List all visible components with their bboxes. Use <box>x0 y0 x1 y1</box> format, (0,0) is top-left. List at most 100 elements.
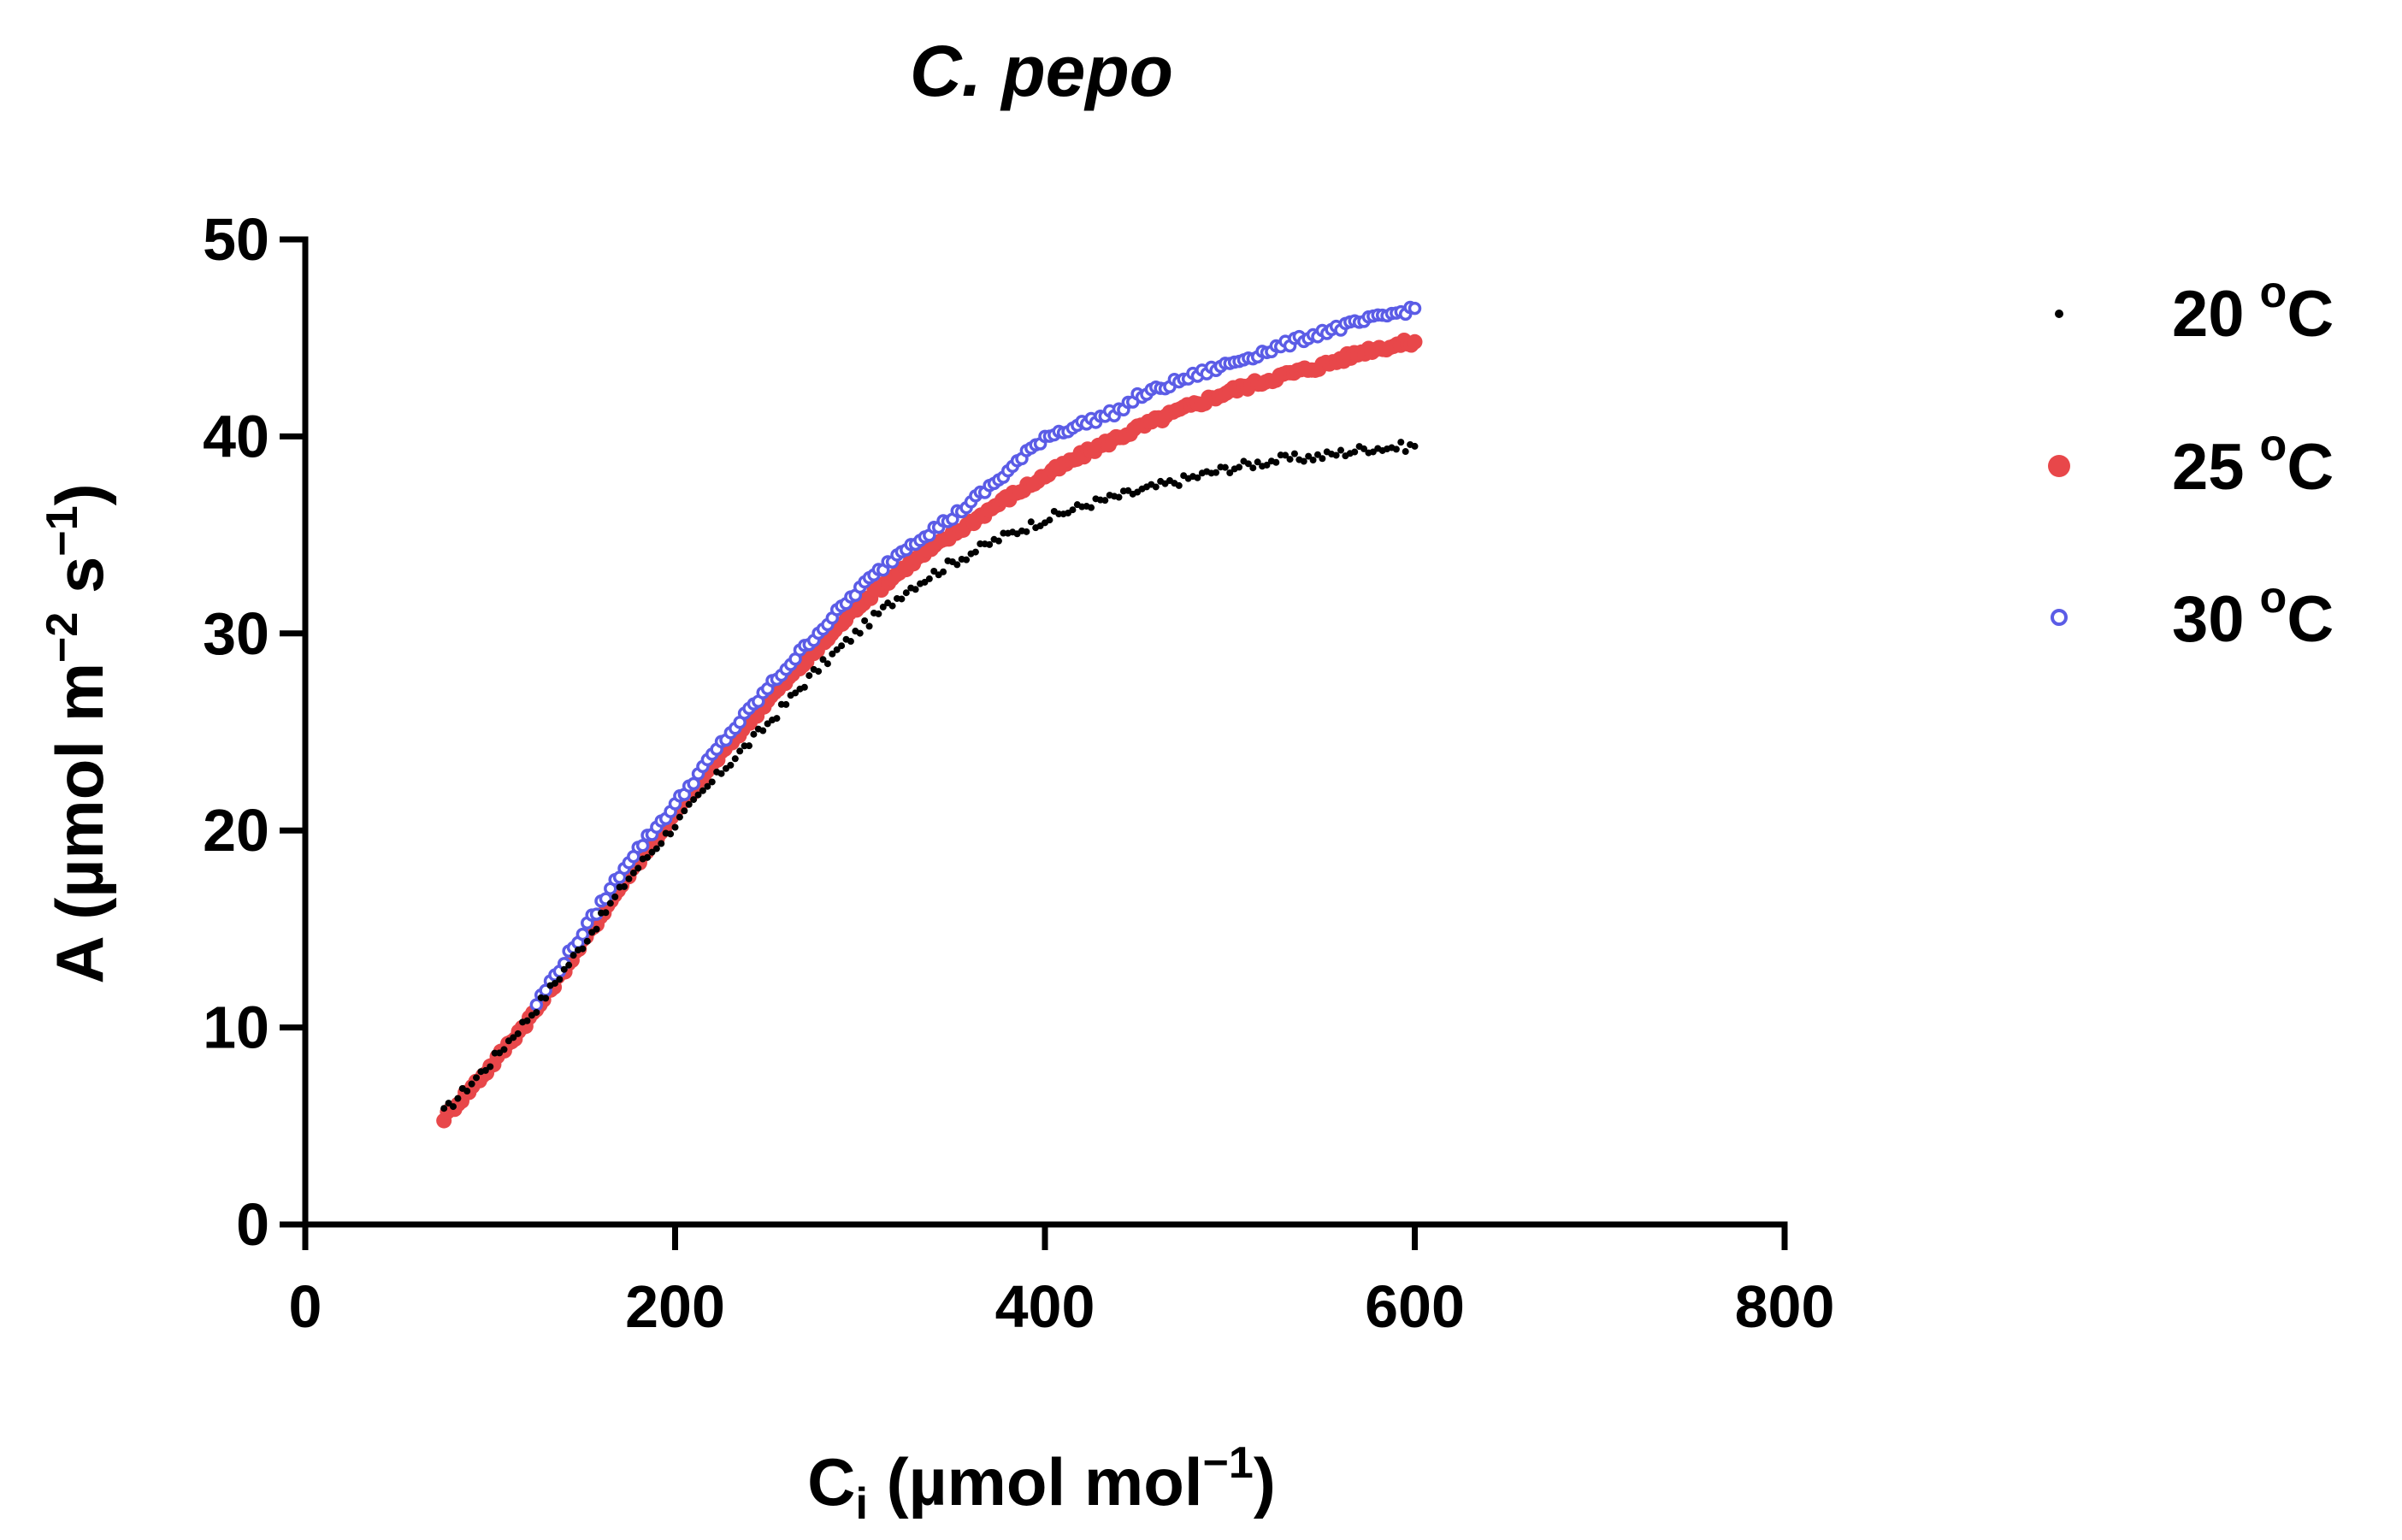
point-20-28 <box>570 952 577 959</box>
point-20-63 <box>731 755 739 763</box>
y-axis-label: A (µmol m−2 s−1) <box>38 483 117 983</box>
point-20-5 <box>463 1088 471 1095</box>
point-20-30 <box>579 945 587 953</box>
point-20-31 <box>583 937 591 945</box>
point-20-76 <box>792 689 800 697</box>
axes: 0 10 20 30 40 50 0 200 400 600 800 <box>203 206 1834 1340</box>
point-20-20 <box>533 1008 540 1016</box>
y-tick-label-40: 40 <box>203 403 269 469</box>
x-axis-label-unit-suffix: ) <box>1254 1444 1276 1519</box>
point-20-197 <box>1351 448 1359 456</box>
point-20-18 <box>523 1017 531 1024</box>
x-tick-label-800: 800 <box>1735 1273 1835 1340</box>
point-20-199 <box>1360 445 1368 452</box>
y-tick-label-0: 0 <box>236 1191 269 1258</box>
point-20-146 <box>1115 493 1123 501</box>
point-20-167 <box>1213 469 1220 476</box>
point-20-9 <box>481 1066 489 1074</box>
point-20-3 <box>454 1095 462 1102</box>
point-20-207 <box>1397 439 1405 446</box>
point-30-23 <box>635 839 650 853</box>
series-30 <box>529 300 1422 1012</box>
point-20-2 <box>450 1103 457 1111</box>
point-20-102 <box>912 586 919 593</box>
x-axis-label-main: C <box>807 1444 855 1519</box>
point-20-97 <box>888 602 896 610</box>
point-20-127 <box>1027 518 1035 526</box>
point-20-0 <box>440 1105 448 1112</box>
point-20-24 <box>551 979 558 987</box>
point-20-78 <box>800 683 808 691</box>
point-20-70 <box>764 720 771 728</box>
point-20-22 <box>542 994 550 1002</box>
point-20-118 <box>986 540 994 548</box>
chart-title: C. pepo <box>910 31 1173 111</box>
legend-label-20-unit: C <box>2287 278 2334 351</box>
legend-marker-25 <box>2048 455 2070 477</box>
x-axis-label-unit-prefix: (µmol mol <box>868 1444 1203 1519</box>
point-20-100 <box>902 589 910 597</box>
y-axis-label-mid: s <box>42 557 117 612</box>
series-layer <box>436 300 1423 1129</box>
point-20-56 <box>699 787 706 794</box>
legend-label-25: 25 oC <box>2172 421 2334 504</box>
point-20-10 <box>487 1063 494 1071</box>
x-axis-label-sub: i <box>856 1479 868 1529</box>
point-20-175 <box>1249 464 1257 472</box>
point-20-81 <box>815 668 823 676</box>
point-30-10 <box>575 927 590 941</box>
series-25 <box>436 332 1423 1129</box>
point-20-7 <box>473 1074 481 1082</box>
y-axis-label-exp2: −1 <box>38 505 87 556</box>
legend-label-30-deg: o <box>2260 573 2287 622</box>
y-ticks: 0 10 20 30 40 50 <box>203 206 305 1258</box>
y-tick-label-10: 10 <box>203 994 269 1061</box>
legend: 20 oC 25 oC 30 oC <box>2048 268 2334 656</box>
point-20-210 <box>1411 442 1419 450</box>
point-20-74 <box>782 700 790 708</box>
legend-label-25-deg: o <box>2260 421 2287 470</box>
point-20-170 <box>1226 469 1234 477</box>
point-20-45 <box>648 848 656 856</box>
point-20-83 <box>823 660 831 668</box>
point-20-46 <box>652 845 660 853</box>
point-20-64 <box>736 747 744 755</box>
x-tick-label-400: 400 <box>995 1273 1095 1340</box>
x-tick-label-600: 600 <box>1365 1273 1465 1340</box>
point-20-67 <box>750 730 758 738</box>
legend-label-20: 20 oC <box>2172 268 2334 351</box>
point-20-143 <box>1101 497 1109 504</box>
point-20-163 <box>1194 474 1201 481</box>
x-axis-label: Ci (µmol mol−1) <box>807 1438 1276 1529</box>
legend-label-25-num: 25 <box>2172 431 2245 504</box>
point-20-111 <box>953 561 961 569</box>
point-20-62 <box>727 761 735 769</box>
point-20-94 <box>875 610 882 617</box>
y-tick-label-20: 20 <box>203 797 269 864</box>
point-20-188 <box>1309 457 1317 464</box>
point-20-180 <box>1272 458 1280 466</box>
point-20-186 <box>1300 457 1307 465</box>
point-20-187 <box>1305 452 1313 460</box>
legend-label-25-unit: C <box>2287 431 2334 504</box>
point-20-136 <box>1069 506 1077 514</box>
legend-label-30: 30 oC <box>2172 573 2334 656</box>
point-20-55 <box>694 791 702 799</box>
point-20-79 <box>806 672 813 680</box>
point-20-35 <box>602 909 610 917</box>
point-20-105 <box>925 575 933 582</box>
point-20-169 <box>1221 463 1229 471</box>
point-20-126 <box>1023 528 1030 535</box>
legend-marker-20 <box>2055 310 2063 318</box>
point-20-99 <box>898 595 906 603</box>
point-20-90 <box>856 629 864 637</box>
point-20-208 <box>1402 448 1409 456</box>
point-20-27 <box>565 961 573 969</box>
point-20-183 <box>1286 456 1294 463</box>
legend-label-30-num: 30 <box>2172 583 2245 656</box>
legend-label-30-unit: C <box>2287 583 2334 656</box>
point-20-172 <box>1236 463 1243 471</box>
point-20-120 <box>994 537 1002 545</box>
point-20-53 <box>685 800 693 808</box>
point-20-33 <box>593 925 600 933</box>
